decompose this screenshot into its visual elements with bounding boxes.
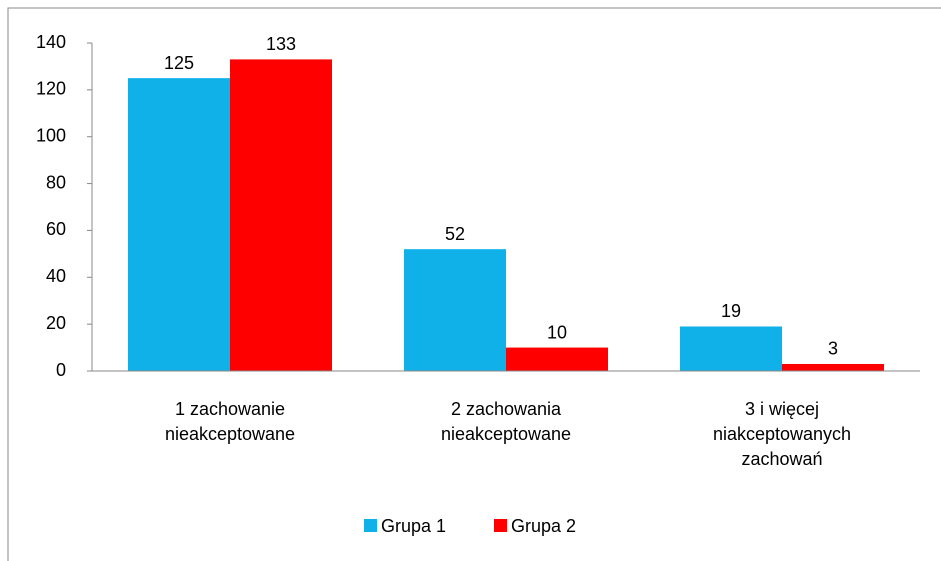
chart-border (7, 7, 941, 561)
y-tick-label: 140 (36, 32, 66, 52)
legend-swatch (494, 519, 507, 532)
x-tick-label: 1 zachowanie nieakceptowane (164, 399, 296, 444)
value-label: 133 (266, 34, 296, 54)
y-tick-label: 60 (46, 219, 66, 239)
bar (680, 326, 782, 371)
y-tick-label: 120 (36, 79, 66, 99)
y-tick-label: 20 (46, 313, 66, 333)
legend-label: Grupa 1 (381, 516, 446, 536)
bar (230, 59, 332, 372)
legend-swatch (364, 519, 377, 532)
bar (404, 249, 506, 371)
legend-label: Grupa 2 (511, 516, 576, 536)
bar (128, 78, 230, 372)
value-label: 125 (164, 53, 194, 73)
y-tick-label: 0 (56, 360, 66, 380)
y-tick-label: 100 (36, 125, 66, 145)
y-tick-label: 40 (46, 266, 66, 286)
y-tick-label: 80 (46, 172, 66, 192)
value-label: 52 (445, 224, 465, 244)
bar (782, 363, 884, 371)
value-label: 10 (547, 322, 567, 342)
value-label: 3 (828, 339, 838, 359)
bar (506, 347, 608, 371)
x-tick-label: 3 i więcej niakceptowanych zachowań (712, 399, 852, 469)
value-label: 19 (721, 301, 741, 321)
x-tick-label: 2 zachowania nieakceptowane (440, 399, 572, 444)
